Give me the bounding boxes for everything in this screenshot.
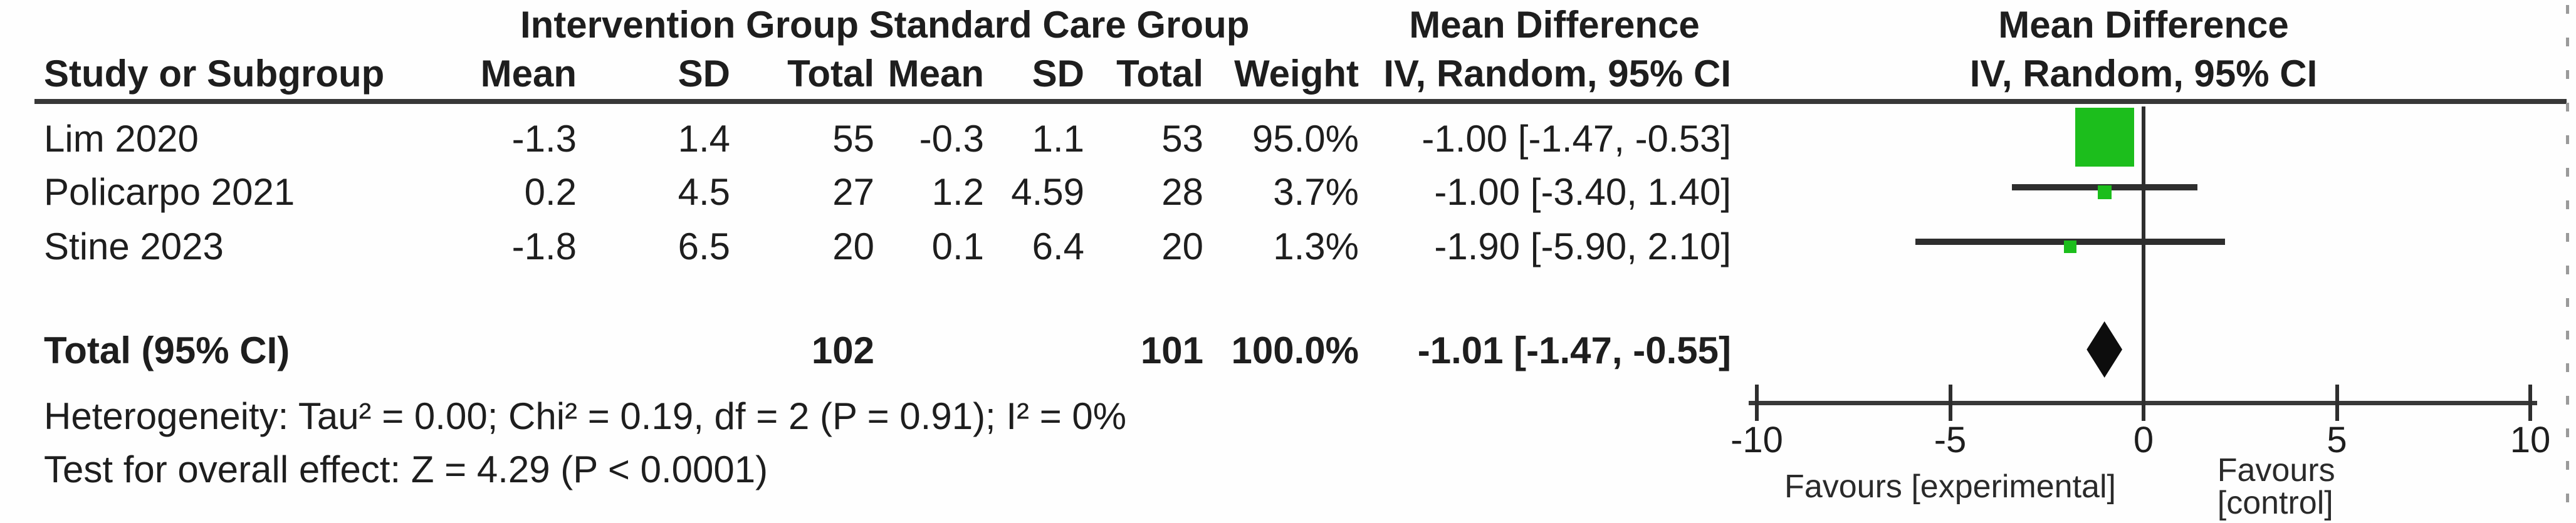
favours-control-label: Favours [control] <box>2217 452 2335 521</box>
column-header-i-sd: SD <box>678 53 730 95</box>
selection-marquee-edge <box>2566 5 2569 519</box>
row-weight: 95.0% <box>1252 118 1359 160</box>
header-divider-rule <box>34 99 2567 104</box>
row-c-sd: 6.4 <box>1032 225 1084 267</box>
row-ci-text: -1.00 [-1.47, -0.53] <box>1422 118 1731 160</box>
row-i-sd: 6.5 <box>678 225 730 267</box>
axis-tick <box>1948 385 1952 421</box>
row-i-mean: -1.8 <box>511 225 577 267</box>
column-header-iv-random-ci-text: IV, Random, 95% CI <box>1383 53 1731 95</box>
column-header-c-mean: Mean <box>887 53 984 95</box>
total-c-total: 101 <box>1140 329 1203 371</box>
row-c-total: 28 <box>1161 171 1203 213</box>
total-row-label: Total (95% CI) <box>44 329 290 371</box>
row-i-sd: 1.4 <box>678 118 730 160</box>
total-i-total: 102 <box>811 329 874 371</box>
row-i-total: 20 <box>832 225 874 267</box>
effect-marker <box>2098 185 2112 199</box>
group-header-intervention: Intervention Group <box>520 4 859 46</box>
column-header-c-sd: SD <box>1032 53 1084 95</box>
row-c-total: 20 <box>1161 225 1203 267</box>
row-study-label: Stine 2023 <box>44 225 224 267</box>
zero-reference-line <box>2142 106 2145 406</box>
summary-diamond <box>2086 321 2123 378</box>
column-header-iv-random-ci-plot: IV, Random, 95% CI <box>1969 53 2318 95</box>
overall-effect-note: Test for overall effect: Z = 4.29 (P < 0… <box>44 448 768 490</box>
favours-experimental-label: Favours [experimental] <box>1784 469 2116 505</box>
row-c-sd: 1.1 <box>1032 118 1084 160</box>
column-header-i-total: Total <box>787 53 874 95</box>
column-header-i-mean: Mean <box>480 53 577 95</box>
row-ci-text: -1.00 [-3.40, 1.40] <box>1434 171 1731 213</box>
row-c-total: 53 <box>1161 118 1203 160</box>
axis-tick-label: -5 <box>1934 420 1967 460</box>
column-header-mean-difference-text: Mean Difference <box>1409 4 1700 46</box>
row-c-sd: 4.59 <box>1011 171 1084 213</box>
group-header-standard-care: Standard Care Group <box>869 4 1250 46</box>
row-i-total: 55 <box>832 118 874 160</box>
axis-tick <box>2142 385 2145 421</box>
row-weight: 3.7% <box>1273 171 1359 213</box>
column-header-weight: Weight <box>1234 53 1359 95</box>
row-i-mean: 0.2 <box>524 171 577 213</box>
column-header-mean-difference-plot: Mean Difference <box>1998 4 2289 46</box>
row-i-mean: -1.3 <box>511 118 577 160</box>
heterogeneity-note: Heterogeneity: Tau² = 0.00; Chi² = 0.19,… <box>44 395 1127 437</box>
total-weight: 100.0% <box>1231 329 1359 371</box>
effect-marker <box>2075 108 2135 167</box>
row-c-mean: 0.1 <box>931 225 984 267</box>
row-study-label: Policarpo 2021 <box>44 171 295 213</box>
row-i-total: 27 <box>832 171 874 213</box>
axis-tick-label: -10 <box>1730 420 1783 460</box>
row-c-mean: 1.2 <box>931 171 984 213</box>
axis-tick <box>1755 385 1759 421</box>
row-weight: 1.3% <box>1273 225 1359 267</box>
column-header-study: Study or Subgroup <box>44 53 385 95</box>
column-header-c-total: Total <box>1116 53 1203 95</box>
axis-tick <box>2335 385 2339 421</box>
total-ci-text: -1.01 [-1.47, -0.55] <box>1417 329 1731 371</box>
row-i-sd: 4.5 <box>678 171 730 213</box>
effect-marker <box>2063 241 2076 253</box>
axis-tick-label: 5 <box>2327 420 2347 460</box>
row-c-mean: -0.3 <box>919 118 984 160</box>
axis-tick <box>2528 385 2532 421</box>
axis-tick-label: 0 <box>2133 420 2154 460</box>
row-study-label: Lim 2020 <box>44 118 199 160</box>
axis-tick-label: 10 <box>2510 420 2551 460</box>
row-ci-text: -1.90 [-5.90, 2.10] <box>1434 225 1731 267</box>
